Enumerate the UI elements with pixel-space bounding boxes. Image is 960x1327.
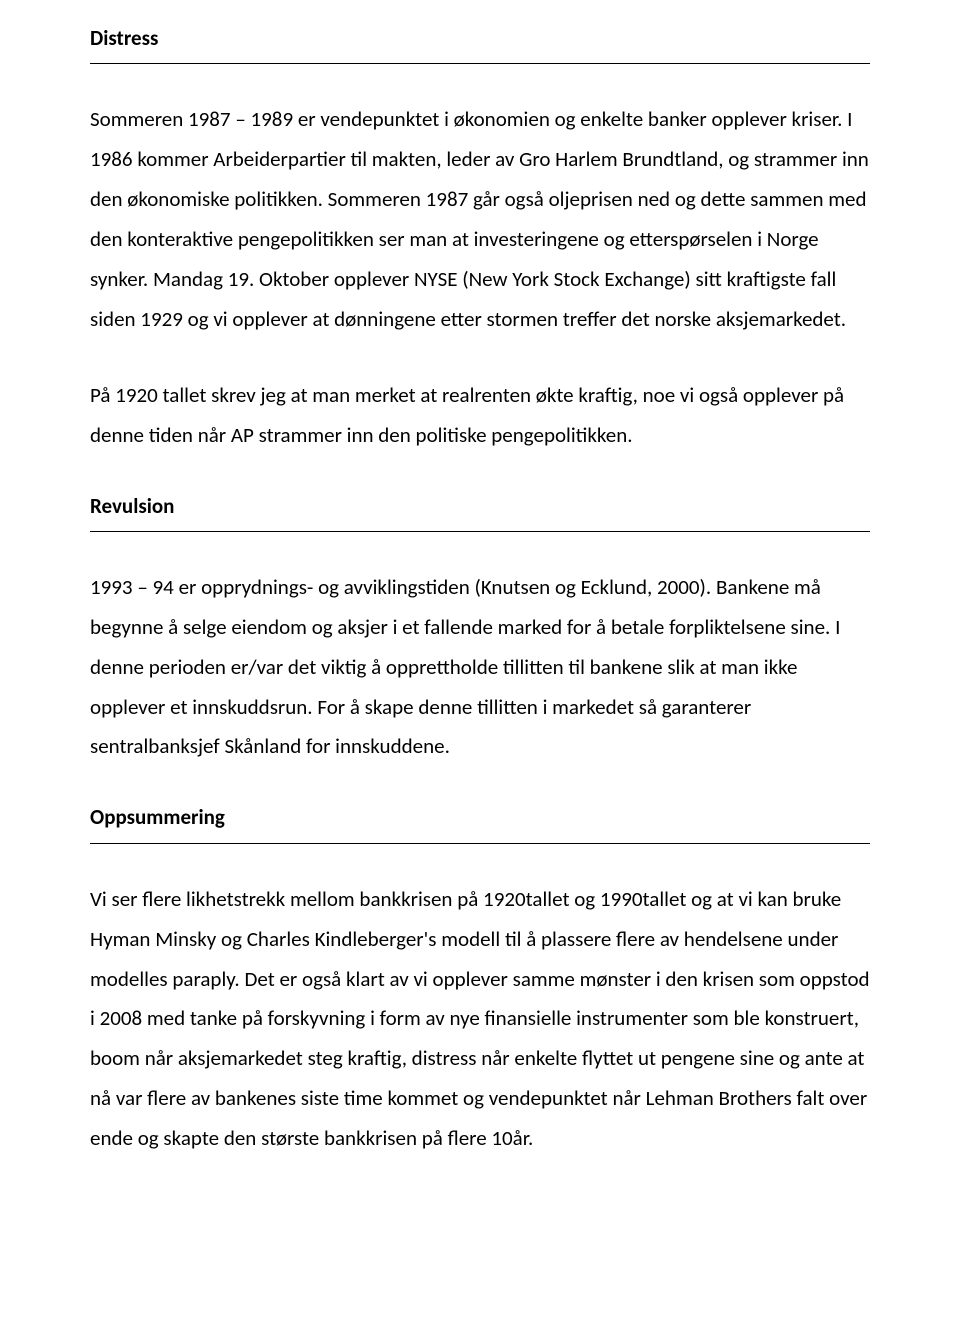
heading-revulsion: Revulsion [90,492,870,521]
rule-distress [90,63,870,64]
paragraph-revulsion-1: 1993 – 94 er opprydnings- og avviklingst… [90,568,870,767]
heading-distress: Distress [90,24,870,53]
rule-oppsummering [90,843,870,844]
section-oppsummering: Oppsummering Vi ser flere likhetstrekk m… [90,803,870,1159]
rule-revulsion [90,531,870,532]
section-distress: Distress Sommeren 1987 – 1989 er vendepu… [90,24,870,456]
paragraph-distress-1: Sommeren 1987 – 1989 er vendepunktet i ø… [90,100,870,339]
section-revulsion: Revulsion 1993 – 94 er opprydnings- og a… [90,492,870,768]
paragraph-distress-2: På 1920 tallet skrev jeg at man merket a… [90,376,870,456]
paragraph-oppsummering-1: Vi ser flere likhetstrekk mellom bankkri… [90,880,870,1159]
heading-oppsummering: Oppsummering [90,803,870,832]
